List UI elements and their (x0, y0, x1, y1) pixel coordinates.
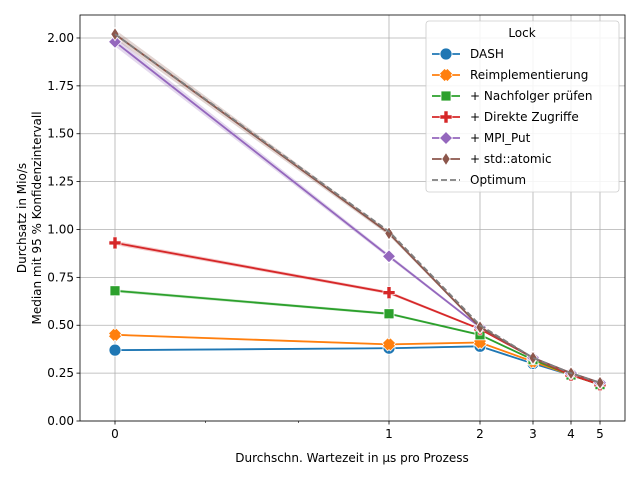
data-point (381, 249, 397, 264)
data-point (382, 286, 396, 299)
data-point (383, 308, 395, 320)
data-point (108, 236, 122, 250)
data-point (595, 375, 605, 390)
legend-label: + std::atomic (470, 152, 552, 166)
y-axis-label-line2: Median mit 95 % Konfidenzintervall (30, 111, 44, 324)
y-tick-label: 1.25 (47, 175, 74, 189)
legend-item: + std::atomic (432, 151, 552, 167)
x-tick-label: 2 (476, 427, 484, 441)
legend-label: + Direkte Zugriffe (470, 110, 579, 124)
y-tick-label: 0.50 (47, 318, 74, 332)
legend-item: Optimum (432, 173, 526, 187)
y-tick-label: 0.25 (47, 366, 74, 380)
x-axis-label: Durchschn. Wartezeit in µs pro Prozess (235, 451, 469, 465)
y-tick-label: 0.00 (47, 414, 74, 428)
x-tick-label: 3 (529, 427, 537, 441)
data-point (107, 327, 123, 342)
series-layer (107, 26, 608, 392)
legend-item: Reimplementierung (432, 67, 588, 83)
legend-marker (438, 130, 454, 146)
legend-marker (439, 47, 453, 61)
y-tick-label: 2.00 (47, 31, 74, 45)
data-point (108, 343, 122, 357)
data-point (109, 285, 121, 297)
axes: 0.00 0.25 0.50 0.75 1.00 1.25 1.50 1.75 2.00 0 1 2 3… (47, 31, 604, 441)
legend-marker (439, 110, 453, 124)
x-tick-label: 5 (596, 427, 604, 441)
data-point (107, 34, 123, 49)
legend-item: + Nachfolger prüfen (432, 89, 592, 103)
legend-item: DASH (432, 47, 504, 61)
x-tick-label: 4 (567, 427, 575, 441)
data-point (381, 337, 397, 352)
y-tick-label: 1.50 (47, 127, 74, 141)
x-tick-label: 1 (385, 427, 393, 441)
legend-label: + Nachfolger prüfen (470, 89, 592, 103)
legend-title: Lock (508, 26, 535, 40)
plot-frame (79, 14, 626, 422)
legend-item: + Direkte Zugriffe (432, 110, 579, 124)
legend-marker (440, 90, 452, 102)
legend-item: + MPI_Put (432, 130, 531, 146)
data-point (475, 319, 485, 335)
y-tick-label: 0.75 (47, 270, 74, 284)
y-axis-label-line1: Durchsatz in Mio/s (15, 163, 29, 273)
y-tick-label: 1.75 (47, 79, 74, 93)
legend-label: DASH (470, 47, 504, 61)
legend-label: Optimum (470, 173, 526, 187)
x-tick-label: 0 (111, 427, 119, 441)
legend-label: + MPI_Put (470, 131, 531, 145)
legend-marker (441, 151, 451, 167)
legend-marker (438, 67, 454, 83)
legend: Lock DASH Reimplementierung + Nachfolger pr… (425, 20, 620, 193)
legend-label: Reimplementierung (470, 68, 588, 82)
legend-box (425, 20, 620, 193)
optimum-line (114, 33, 601, 384)
y-tick-label: 1.00 (47, 222, 74, 236)
